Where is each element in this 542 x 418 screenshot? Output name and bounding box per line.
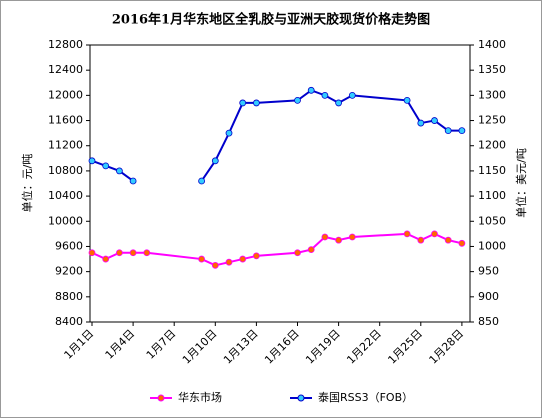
data-point: [88, 157, 96, 165]
y2-tick-label: 850: [478, 315, 499, 328]
data-point: [116, 167, 123, 175]
data-point: [225, 129, 233, 137]
data-point: [225, 258, 233, 266]
y-tick-label: 8400: [55, 315, 83, 328]
plot-frame: [89, 44, 471, 323]
data-point: [458, 239, 466, 247]
data-point: [417, 119, 425, 127]
y-tick-label: 10800: [48, 164, 83, 177]
data-point: [198, 255, 206, 263]
data-point: [348, 233, 356, 241]
data-point: [307, 246, 315, 254]
data-point: [102, 162, 110, 170]
y2-tick-label: 1350: [478, 63, 506, 76]
data-point: [129, 177, 137, 185]
y2-tick-label: 1200: [478, 139, 506, 152]
data-point: [335, 99, 343, 107]
y-tick-label: 10400: [48, 189, 83, 202]
y2-tick-label: 1100: [478, 189, 506, 202]
data-point: [417, 236, 425, 244]
data-point: [431, 230, 438, 238]
data-point: [458, 127, 466, 135]
y-tick-label: 12000: [48, 88, 83, 101]
y-tick-label: 9600: [55, 239, 83, 252]
data-point: [321, 233, 329, 241]
data-point: [143, 249, 151, 257]
data-point: [116, 249, 123, 257]
data-point: [129, 249, 137, 257]
chart-title: 2016年1月华东地区全乳胶与亚洲天胶现货价格走势图: [112, 12, 430, 28]
y2-tick-label: 1050: [478, 214, 506, 227]
y-tick-label: 10000: [48, 214, 83, 227]
data-point: [444, 236, 452, 244]
y-tick-label: 11200: [48, 139, 83, 152]
data-point: [211, 157, 219, 165]
data-point: [348, 91, 356, 99]
y2-tick-label: 1250: [478, 114, 506, 127]
data-point: [102, 255, 110, 263]
legend-marker: [157, 394, 165, 402]
y2-axis-label: 单位：美元/吨: [514, 148, 528, 218]
y2-tick-label: 1000: [478, 239, 506, 252]
data-point: [211, 261, 219, 269]
y-axis-label: 单位：元/吨: [20, 154, 34, 213]
y2-tick-label: 1400: [478, 38, 506, 51]
data-point: [307, 86, 315, 94]
data-point: [239, 99, 247, 107]
data-point: [321, 91, 329, 99]
data-point: [252, 99, 260, 107]
y-tick-label: 12800: [48, 38, 83, 51]
data-point: [431, 117, 438, 124]
legend-label: 华东市场: [178, 390, 222, 404]
y2-tick-label: 1150: [478, 164, 506, 177]
y-tick-label: 8800: [55, 290, 83, 303]
data-point: [88, 249, 96, 257]
data-point: [294, 97, 301, 104]
data-point: [403, 97, 411, 104]
y2-tick-label: 900: [478, 290, 499, 303]
data-point: [403, 230, 411, 238]
legend-marker: [297, 394, 305, 402]
data-point: [335, 236, 343, 244]
data-point: [239, 255, 247, 263]
data-point: [294, 249, 301, 257]
y2-tick-label: 1300: [478, 88, 506, 101]
y2-tick-label: 950: [478, 265, 499, 278]
data-point: [198, 177, 206, 185]
legend-label: 泰国RSS3（FOB）: [318, 390, 413, 404]
y-tick-label: 9200: [55, 265, 83, 278]
y-tick-label: 11600: [48, 114, 83, 127]
y-tick-label: 12400: [48, 63, 83, 76]
data-point: [444, 127, 452, 135]
data-point: [252, 252, 260, 260]
